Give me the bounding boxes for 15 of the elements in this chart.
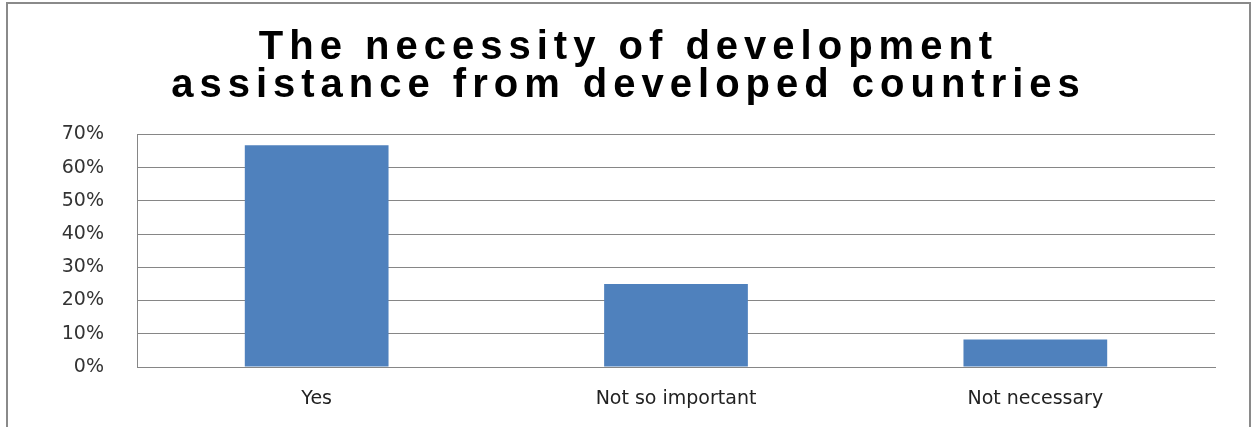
x-tick-label: Not so important [595,386,757,409]
y-tick-label: 10% [61,320,104,343]
bar [604,283,748,367]
bar [244,145,389,367]
y-tick-label: 20% [61,287,104,310]
x-tick-label: Not necessary [967,386,1104,409]
y-tick-label: 70% [61,121,104,144]
y-tick-label: 30% [61,254,104,277]
bar [963,339,1108,367]
y-tick-label: 60% [61,154,104,177]
y-tick-label: 40% [61,221,104,244]
y-tick-label: 50% [61,187,104,210]
y-tick-label: 0% [73,353,104,376]
chart-title: The necessity of development assistance from developed countries [170,23,1087,105]
x-tick-label: Yes [300,386,332,409]
